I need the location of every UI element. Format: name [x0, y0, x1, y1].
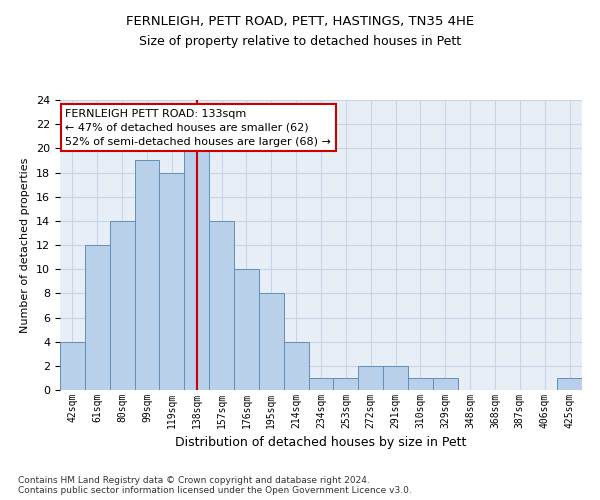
Text: FERNLEIGH PETT ROAD: 133sqm
← 47% of detached houses are smaller (62)
52% of sem: FERNLEIGH PETT ROAD: 133sqm ← 47% of det… [65, 108, 331, 146]
Bar [85, 245, 110, 390]
Bar [209, 221, 234, 390]
Bar [557, 378, 582, 390]
Text: Size of property relative to detached houses in Pett: Size of property relative to detached ho… [139, 35, 461, 48]
Bar [408, 378, 433, 390]
Bar [134, 160, 160, 390]
Text: Contains HM Land Registry data © Crown copyright and database right 2024.
Contai: Contains HM Land Registry data © Crown c… [18, 476, 412, 495]
Bar [334, 378, 358, 390]
Bar [60, 342, 85, 390]
Bar [184, 148, 209, 390]
Bar [383, 366, 408, 390]
Bar [358, 366, 383, 390]
Bar [259, 294, 284, 390]
X-axis label: Distribution of detached houses by size in Pett: Distribution of detached houses by size … [175, 436, 467, 450]
Bar [234, 269, 259, 390]
Bar [160, 172, 184, 390]
Bar [308, 378, 334, 390]
Bar [433, 378, 458, 390]
Y-axis label: Number of detached properties: Number of detached properties [20, 158, 31, 332]
Bar [284, 342, 308, 390]
Text: FERNLEIGH, PETT ROAD, PETT, HASTINGS, TN35 4HE: FERNLEIGH, PETT ROAD, PETT, HASTINGS, TN… [126, 15, 474, 28]
Bar [110, 221, 134, 390]
